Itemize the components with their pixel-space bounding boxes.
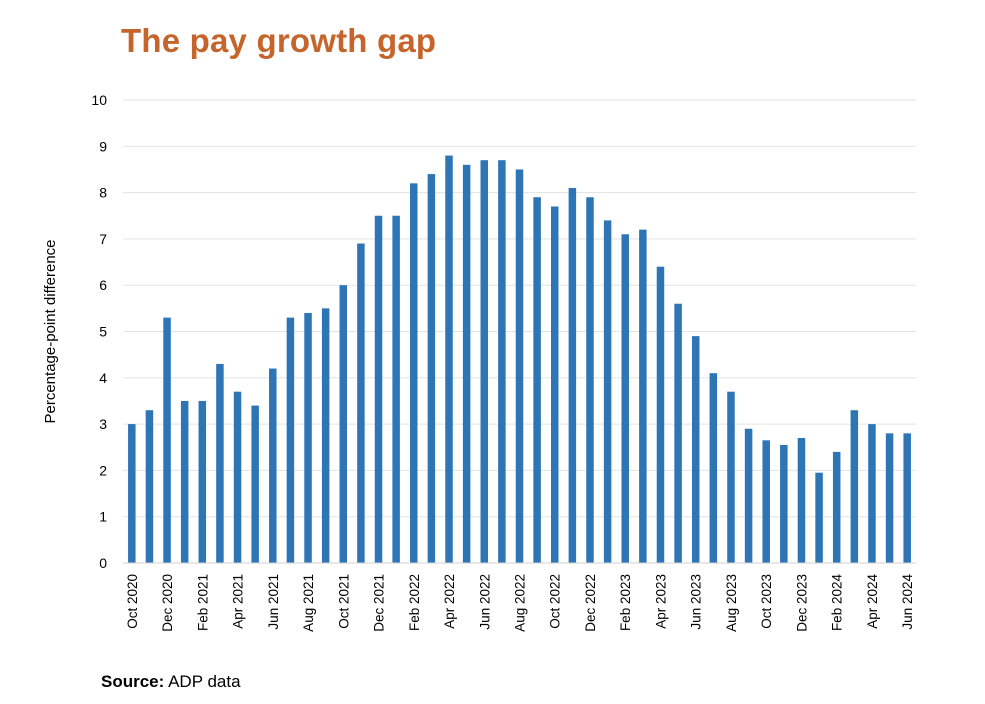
bar bbox=[198, 400, 207, 563]
bar bbox=[568, 187, 577, 563]
bar bbox=[744, 428, 753, 563]
bar bbox=[251, 405, 259, 563]
bar bbox=[498, 160, 506, 563]
bar bbox=[550, 206, 559, 564]
bar bbox=[374, 215, 383, 563]
bar bbox=[709, 373, 718, 563]
x-tick-label: Jun 2024 bbox=[900, 574, 915, 630]
x-tick-label: Feb 2022 bbox=[407, 574, 422, 631]
bar bbox=[691, 336, 700, 563]
bar bbox=[868, 424, 876, 563]
source-label: Source: bbox=[101, 672, 165, 691]
bar bbox=[180, 400, 189, 563]
bar bbox=[586, 197, 594, 564]
bar bbox=[321, 308, 330, 563]
x-tick-label: Aug 2021 bbox=[301, 574, 316, 632]
y-tick-label: 3 bbox=[99, 416, 107, 432]
x-tick-label: Oct 2022 bbox=[548, 574, 563, 629]
source-text: ADP data bbox=[164, 672, 241, 691]
x-tick-label: Apr 2021 bbox=[231, 574, 246, 629]
bar bbox=[216, 363, 224, 563]
x-tick-label: Oct 2023 bbox=[759, 574, 774, 629]
bar bbox=[727, 391, 735, 563]
x-tick-label: Apr 2022 bbox=[442, 574, 457, 629]
y-tick-label: 1 bbox=[99, 509, 107, 525]
x-tick-label: Dec 2020 bbox=[160, 574, 175, 632]
bar bbox=[533, 197, 541, 564]
bar bbox=[392, 215, 400, 563]
bar bbox=[286, 317, 295, 563]
bar bbox=[639, 229, 647, 563]
y-tick-label: 2 bbox=[99, 462, 107, 478]
x-tick-label: Aug 2023 bbox=[724, 574, 739, 632]
bar bbox=[832, 451, 841, 563]
x-tick-label: Oct 2021 bbox=[336, 574, 351, 629]
bar bbox=[603, 220, 612, 563]
bar bbox=[850, 410, 859, 563]
x-tick-label: Feb 2023 bbox=[618, 574, 633, 631]
x-tick-label: Dec 2023 bbox=[794, 574, 809, 632]
bar bbox=[339, 285, 348, 563]
x-tick-label: Apr 2024 bbox=[865, 574, 880, 629]
y-tick-label: 5 bbox=[99, 324, 107, 340]
y-tick-label: 0 bbox=[99, 555, 107, 571]
y-tick-label: 10 bbox=[91, 92, 107, 108]
bar bbox=[269, 368, 277, 563]
x-tick-label: Jun 2021 bbox=[266, 574, 281, 630]
bar bbox=[145, 410, 154, 563]
bar bbox=[304, 312, 312, 563]
bar bbox=[427, 174, 436, 563]
y-tick-label: 6 bbox=[99, 277, 107, 293]
bar bbox=[815, 472, 823, 563]
y-axis-label: Percentage-point difference bbox=[42, 239, 59, 423]
bar bbox=[780, 444, 788, 563]
bar bbox=[656, 266, 665, 563]
bar bbox=[797, 437, 806, 563]
y-tick-label: 8 bbox=[99, 185, 107, 201]
bar bbox=[480, 160, 489, 563]
x-tick-label: Oct 2020 bbox=[125, 574, 140, 629]
bar bbox=[445, 155, 453, 563]
bar bbox=[903, 433, 911, 563]
x-tick-label: Jun 2022 bbox=[477, 574, 492, 630]
bar bbox=[885, 433, 894, 563]
y-tick-label: 4 bbox=[99, 370, 107, 386]
bar bbox=[163, 317, 171, 563]
x-tick-label: Feb 2024 bbox=[830, 574, 845, 632]
bar bbox=[128, 424, 136, 563]
bar bbox=[410, 183, 418, 563]
x-tick-label: Apr 2023 bbox=[653, 574, 668, 629]
chart-title: The pay growth gap bbox=[121, 22, 437, 59]
x-tick-label: Jun 2023 bbox=[689, 574, 704, 630]
x-tick-label: Aug 2022 bbox=[513, 574, 528, 632]
bar bbox=[233, 391, 242, 563]
bar bbox=[674, 303, 682, 563]
bar bbox=[462, 164, 471, 563]
bar bbox=[515, 169, 524, 563]
bar bbox=[357, 243, 365, 563]
y-tick-label: 9 bbox=[99, 138, 107, 154]
y-tick-label: 7 bbox=[99, 231, 107, 247]
x-tick-label: Feb 2021 bbox=[195, 574, 210, 631]
bar bbox=[621, 234, 629, 563]
x-tick-label: Dec 2022 bbox=[583, 574, 598, 632]
bar bbox=[762, 440, 770, 563]
source-note: Source: ADP data bbox=[101, 672, 241, 692]
x-tick-label: Dec 2021 bbox=[372, 574, 387, 632]
